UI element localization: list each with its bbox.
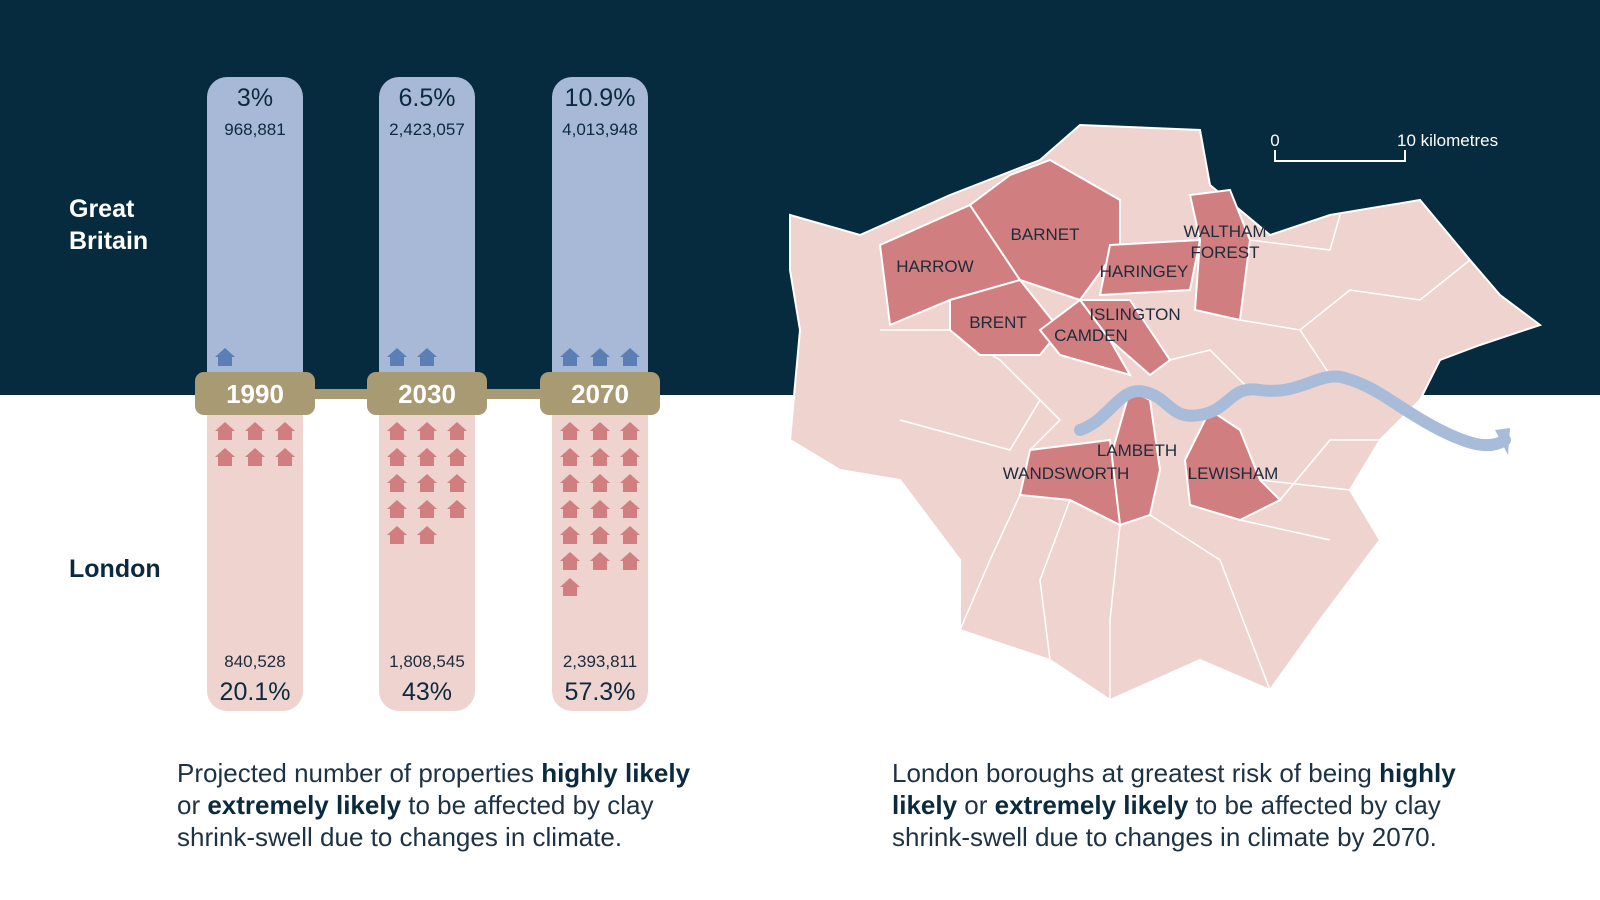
scale-start: 0 (1270, 131, 1279, 150)
gb-pill (207, 77, 303, 407)
caption-text: or (177, 790, 208, 820)
london-count: 1,808,545 (389, 652, 465, 671)
gb-pill (552, 77, 648, 407)
borough-label: CAMDEN (1054, 326, 1128, 345)
borough-borders (880, 214, 1471, 700)
caption-text: London boroughs at greatest risk of bein… (892, 758, 1380, 788)
caption-bold: highly (1379, 758, 1456, 788)
thames-mouth (1495, 428, 1510, 455)
borough-label: ISLINGTON (1089, 305, 1180, 324)
london-percent: 20.1% (220, 678, 291, 706)
caption-text: to be affected by clay (401, 790, 654, 820)
london-pill (379, 385, 475, 711)
gb-percent: 6.5% (399, 84, 456, 112)
year-badge (195, 372, 315, 415)
caption-text: Projected number of properties (177, 758, 542, 788)
london-pill (552, 385, 648, 711)
caption-text: to be affected by clay (1188, 790, 1441, 820)
year-label: 2070 (571, 379, 629, 409)
map: 0 10 kilometres HARROW BARNET WALTHAM FORES… (788, 123, 1543, 702)
borough-label: WANDSWORTH (1003, 464, 1130, 483)
caption-bold: extremely likely (994, 790, 1189, 820)
gb-pill (379, 77, 475, 407)
risk-boroughs (878, 158, 1282, 527)
london-label: London (69, 555, 161, 583)
london-count: 2,393,811 (563, 652, 637, 671)
caption-text: or (957, 790, 995, 820)
london-percent: 57.3% (565, 678, 636, 706)
scale-bar (1274, 150, 1406, 162)
london-count: 840,528 (224, 652, 285, 671)
caption-left: Projected number of properties highly li… (177, 757, 690, 853)
gb-percent: 10.9% (565, 84, 636, 112)
london-percent: 43% (402, 678, 452, 706)
gb-count: 2,423,057 (389, 120, 465, 139)
borough-label: LAMBETH (1097, 441, 1177, 460)
caption-text: shrink-swell due to changes in climate. (177, 822, 623, 852)
year-badge (540, 372, 660, 415)
caption-bold: highly likely (541, 758, 691, 788)
caption-right: London boroughs at greatest risk of bein… (892, 757, 1456, 853)
gb-percent: 3% (237, 84, 273, 112)
london-pill (207, 385, 303, 711)
year-badge (367, 372, 487, 415)
gb-count: 4,013,948 (562, 120, 638, 139)
borough-label: BRENT (969, 313, 1027, 332)
columns: 3% 968,881 840,528 20.1% 1990 6.5% 2,423,057 1… (195, 77, 660, 711)
caption-text: shrink-swell due to changes in climate b… (892, 822, 1437, 852)
borough-label: HARINGEY (1100, 262, 1189, 281)
gb-count: 968,881 (224, 120, 285, 139)
year-label: 1990 (226, 379, 284, 409)
caption-bold: extremely likely (207, 790, 402, 820)
borough-label: BARNET (1011, 225, 1080, 244)
year-label: 2030 (398, 379, 456, 409)
caption-bold: likely (892, 790, 958, 820)
borough-label: HARROW (896, 257, 973, 276)
thames (1074, 370, 1511, 452)
gb-label: Great Britain (69, 195, 148, 255)
scale-end: 10 kilometres (1397, 131, 1498, 150)
borough-label: WALTHAM FOREST (1183, 222, 1266, 262)
borough-label: LEWISHAM (1188, 464, 1279, 483)
